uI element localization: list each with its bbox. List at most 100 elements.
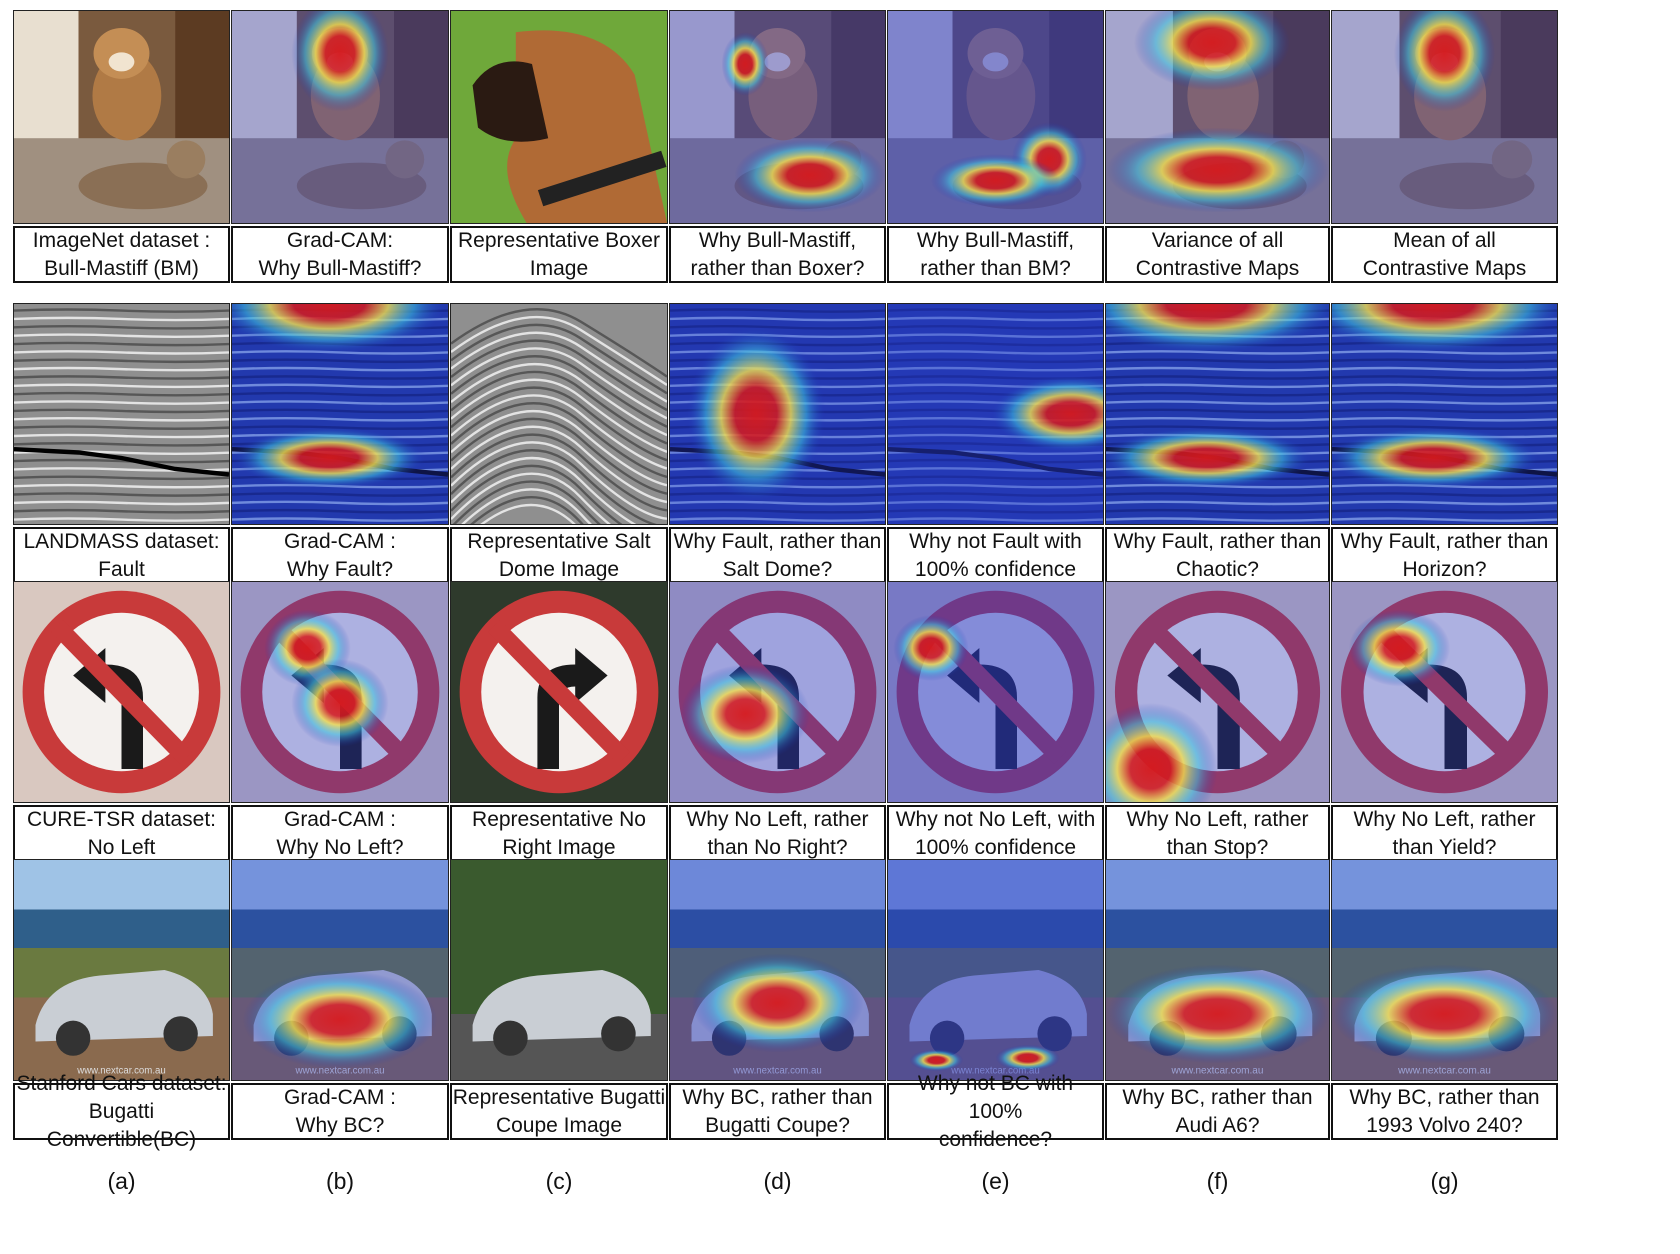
seismic-reflector	[1332, 492, 1557, 497]
front-wheel	[493, 1020, 528, 1056]
heatmap-region	[686, 326, 826, 502]
seismic-reflector	[1332, 366, 1557, 372]
heatmap-region	[1348, 609, 1451, 687]
heatmap-region	[721, 32, 769, 96]
panel-image-imagenet-(a)	[13, 10, 230, 224]
seismic-reflector	[670, 517, 885, 522]
heatmap-region	[232, 427, 427, 489]
seismic-reflector	[14, 433, 229, 439]
panel-image	[888, 11, 1103, 223]
panel-caption: Why BC, rather than Bugatti Coupe?	[669, 1083, 886, 1140]
seismic-reflector	[451, 425, 667, 504]
watermark-text: www.nextcar.com.au	[295, 1065, 385, 1076]
seismic-reflector	[1332, 416, 1557, 422]
heatmap-region	[1332, 427, 1541, 489]
panel-image-cure-tsr-(f)	[1105, 581, 1330, 803]
seismic-reflector	[670, 308, 885, 313]
rear-wheel	[601, 1016, 636, 1052]
seismic-reflector	[232, 366, 448, 372]
seismic-reflector	[451, 331, 667, 403]
panel-caption: Grad-CAM : Why BC?	[231, 1083, 449, 1140]
panel-image-stanford-cars-(g): www.nextcar.com.au	[1331, 859, 1558, 1081]
seismic-reflector	[14, 400, 229, 405]
seismic-reflector	[232, 358, 448, 364]
panel-caption: CURE-TSR dataset: No Left	[13, 805, 230, 862]
collar	[537, 150, 667, 207]
caption-text: Why BC, rather than 1993 Volvo 240?	[1349, 1085, 1540, 1137]
panel-image-imagenet-(e)	[887, 10, 1104, 224]
panel-image	[888, 304, 1103, 524]
panel-image-imagenet-(g)	[1331, 10, 1558, 224]
seismic-reflector	[451, 409, 667, 487]
panel-image-landmass-(d)	[669, 303, 886, 525]
heatmap-region	[1332, 304, 1557, 354]
seismic-reflector	[451, 449, 657, 524]
left-turn-arrow	[1167, 648, 1240, 769]
panel-image	[670, 582, 885, 802]
seismic-reflector	[232, 416, 448, 422]
panel-image-landmass-(a)	[13, 303, 230, 525]
figure: ImageNet dataset : Bull-Mastiff (BM) Grad…	[13, 10, 1668, 1210]
panel-image-imagenet-(f)	[1105, 10, 1330, 224]
caption-text: Mean of all Contrastive Maps	[1362, 228, 1527, 280]
seismic-reflector	[1332, 508, 1557, 514]
panel-image	[451, 582, 667, 802]
panel-caption: Variance of all Contrastive Maps	[1105, 226, 1330, 283]
seismic-reflector	[14, 358, 229, 364]
panel-image-landmass-(c)	[450, 303, 668, 525]
panel-caption: Why No Left, rather than No Right?	[669, 805, 886, 862]
seismic-reflector	[451, 386, 667, 462]
panel-image: www.nextcar.com.au	[14, 860, 229, 1080]
seismic-reflector	[1332, 383, 1557, 389]
column-label: (b)	[325, 1168, 355, 1194]
seismic-reflector	[451, 347, 667, 420]
seismic-reflector	[232, 391, 448, 397]
panel-caption: Representative Salt Dome Image	[450, 527, 668, 584]
seismic-reflector	[451, 417, 667, 495]
seismic-reflector	[451, 315, 667, 386]
panel-caption: Mean of all Contrastive Maps	[1331, 226, 1558, 283]
rear-wheel	[163, 1016, 198, 1052]
seismic-reflector	[1332, 408, 1557, 414]
seismic-reflector	[14, 508, 229, 514]
seismic-reflector	[232, 508, 448, 514]
seismic-reflector	[14, 425, 229, 430]
column-label: (g)	[1430, 1168, 1459, 1194]
column-label: (e)	[981, 1168, 1010, 1194]
panel-caption: Why not BC with 100% confidence?	[887, 1072, 1104, 1151]
panel-image	[232, 11, 448, 223]
watermark-text: www.nextcar.com.au	[76, 1065, 166, 1076]
caption-text: Representative Bugatti Coupe Image	[452, 1085, 666, 1137]
panel-image-stanford-cars-(b): www.nextcar.com.au	[231, 859, 449, 1081]
caption-text: Why not Fault with 100% confidence	[909, 529, 1082, 581]
seismic-reflector	[14, 416, 229, 422]
panel-image	[14, 304, 229, 524]
panel-image-imagenet-(b)	[231, 10, 449, 224]
seismic-reflector	[14, 383, 229, 389]
sea	[232, 909, 448, 948]
seismic-reflector	[232, 408, 448, 414]
seismic-reflector	[1332, 517, 1557, 522]
seismic-reflector	[232, 383, 448, 389]
seismic-reflector	[451, 472, 611, 524]
panel-image	[1332, 11, 1557, 223]
heatmap-region	[691, 953, 864, 1053]
seismic-reflector	[451, 402, 667, 479]
watermark-text: www.nextcar.com.au	[1397, 1065, 1491, 1076]
caption-text: Representative No Right Image	[472, 807, 646, 859]
watermark-text: www.nextcar.com.au	[1171, 1065, 1264, 1076]
heatmap-region	[1393, 11, 1496, 112]
seismic-reflector	[1106, 391, 1329, 397]
panel-caption: Why Fault, rather than Salt Dome?	[669, 527, 886, 584]
caption-text: Why Bull-Mastiff, rather than BM?	[916, 228, 1075, 280]
panel-caption: Why BC, rather than 1993 Volvo 240?	[1331, 1083, 1558, 1140]
cat-head	[385, 140, 425, 179]
seismic-reflector	[451, 339, 667, 412]
panel-caption: Grad-CAM: Why Bull-Mastiff?	[231, 226, 449, 283]
seismic-reflector	[670, 316, 885, 322]
heatmap-region	[909, 1049, 964, 1072]
panel-image	[1332, 582, 1557, 802]
heatmap-region	[232, 304, 448, 354]
seismic-reflector	[451, 378, 667, 453]
dog-muzzle	[764, 52, 791, 72]
